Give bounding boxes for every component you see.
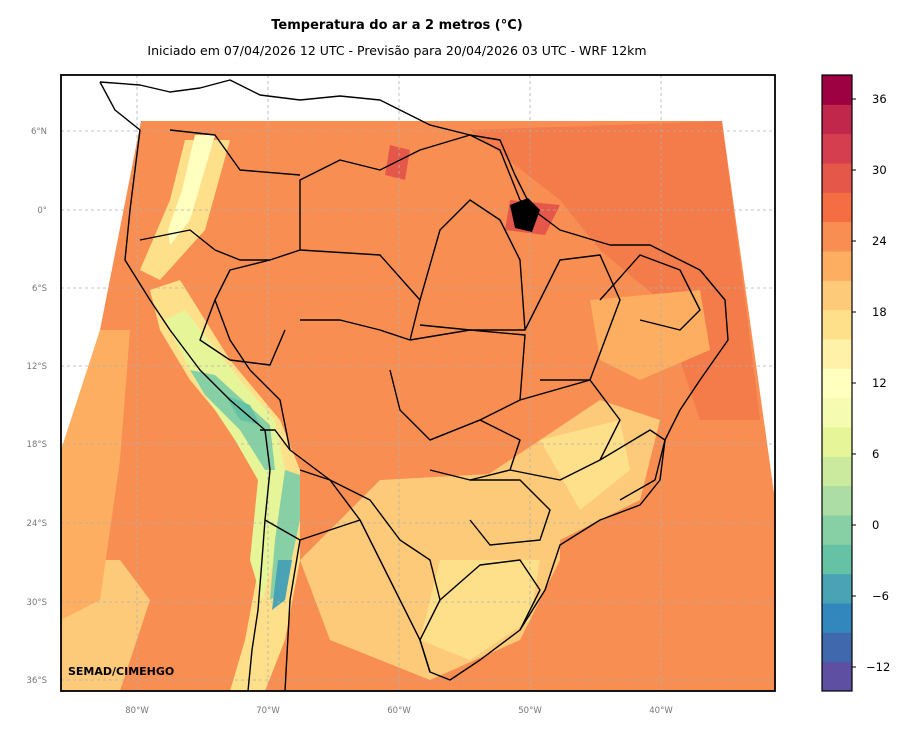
colorbar-band: [822, 104, 852, 135]
colorbar-band: [822, 661, 852, 692]
colorbar-tick-label: −12: [866, 660, 890, 674]
temperature-field: [61, 121, 775, 691]
lat-label: 24°S: [27, 519, 47, 529]
colorbar-band: [822, 163, 852, 193]
amazon-delta: [510, 198, 540, 232]
lon-label: 50°W: [518, 706, 542, 716]
colorbar-tick-label: 36: [872, 92, 887, 106]
colorbar-tick-label: 0: [872, 518, 879, 532]
colorbar-band: [822, 456, 852, 487]
colorbar-band: [822, 427, 852, 457]
colorbar-band: [822, 603, 852, 633]
lon-label: 40°W: [649, 706, 673, 716]
colorbar-band: [822, 573, 852, 604]
colorbar-band: [822, 485, 852, 516]
colorbar-band: [822, 515, 852, 545]
colorbar-tick-label: 12: [872, 376, 887, 390]
lat-label: 36°S: [27, 676, 47, 686]
colorbar-band: [822, 632, 852, 663]
colorbar: [822, 75, 852, 692]
lat-label: 18°S: [27, 440, 47, 450]
lat-label: 30°S: [27, 598, 47, 608]
lat-label: 0°: [37, 206, 47, 216]
map-subtitle: Iniciado em 07/04/2026 12 UTC - Previsão…: [147, 43, 647, 58]
colorbar-ticks: 36 30 24 18 12 6 0 −6 −12: [852, 92, 890, 674]
map-frame: [60, 74, 776, 692]
colorbar-tick-label: −6: [872, 589, 889, 603]
colorbar-band: [822, 221, 852, 252]
lat-labels: 6°N 0° 6°S 12°S 18°S 24°S 30°S 36°S: [27, 127, 47, 686]
colorbar-tick-label: 24: [872, 234, 887, 248]
colorbar-band: [822, 339, 852, 369]
lon-labels: 80°W 70°W 60°W 50°W 40°W: [125, 706, 673, 716]
colorbar-band: [822, 309, 852, 340]
lon-label: 80°W: [125, 706, 149, 716]
colorbar-band: [822, 251, 852, 281]
colorbar-tick-label: 6: [872, 447, 879, 461]
colorbar-tick-label: 30: [872, 163, 887, 177]
lon-label: 70°W: [256, 706, 280, 716]
lat-label: 6°S: [32, 284, 47, 294]
colorbar-tick-label: 18: [872, 305, 887, 319]
gridlines: [61, 75, 775, 691]
colorbar-band: [822, 75, 852, 105]
lat-label: 12°S: [27, 362, 47, 372]
colorbar-band: [822, 368, 852, 399]
lat-label: 6°N: [31, 127, 47, 137]
borders: [99, 79, 729, 691]
credit-label: SEMAD/CIMEHGO: [68, 665, 174, 678]
colorbar-band: [822, 397, 852, 428]
colorbar-band: [822, 133, 852, 164]
colorbar-band: [822, 544, 852, 575]
lon-label: 60°W: [387, 706, 411, 716]
colorbar-band: [822, 280, 852, 311]
map-title: Temperatura do ar a 2 metros (°C): [271, 18, 523, 33]
colorbar-band: [822, 192, 852, 223]
